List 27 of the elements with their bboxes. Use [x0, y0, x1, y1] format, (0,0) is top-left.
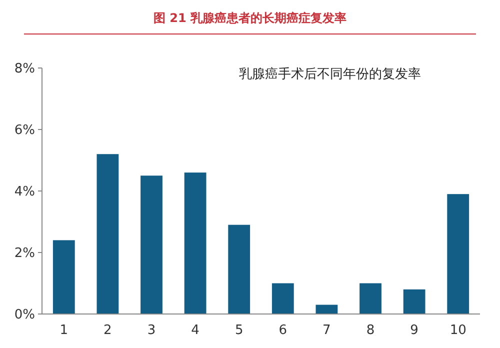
bar [52, 240, 75, 314]
x-tick-label: 4 [191, 323, 200, 338]
bar [272, 283, 294, 314]
y-tick-label: 2% [14, 246, 35, 262]
x-tick-label: 2 [104, 323, 112, 338]
bar [184, 172, 206, 314]
x-tick-label: 1 [60, 323, 68, 338]
x-tick-label: 10 [450, 323, 466, 338]
bar [228, 224, 250, 314]
y-tick-label: 4% [14, 184, 35, 200]
annotation: 乳腺癌手术后不同年份的复发率 [239, 66, 421, 82]
chart-title: 图 21 乳腺癌患者的长期癌症复发率 [153, 11, 347, 25]
x-tick-label: 3 [147, 323, 156, 338]
bar [316, 304, 338, 314]
bar [96, 154, 119, 314]
y-tick-label: 6% [14, 123, 35, 138]
bar [447, 194, 470, 314]
bar [360, 283, 382, 314]
bar [403, 289, 426, 314]
bar [140, 176, 162, 314]
x-tick-label: 5 [234, 323, 244, 338]
x-tick-label: 9 [410, 323, 418, 338]
x-tick-label: 6 [278, 323, 288, 338]
x-tick-label: 8 [366, 323, 375, 338]
y-tick-label: 8% [14, 62, 35, 77]
y-tick-label: 0% [14, 308, 35, 323]
x-tick-label: 7 [322, 323, 331, 338]
